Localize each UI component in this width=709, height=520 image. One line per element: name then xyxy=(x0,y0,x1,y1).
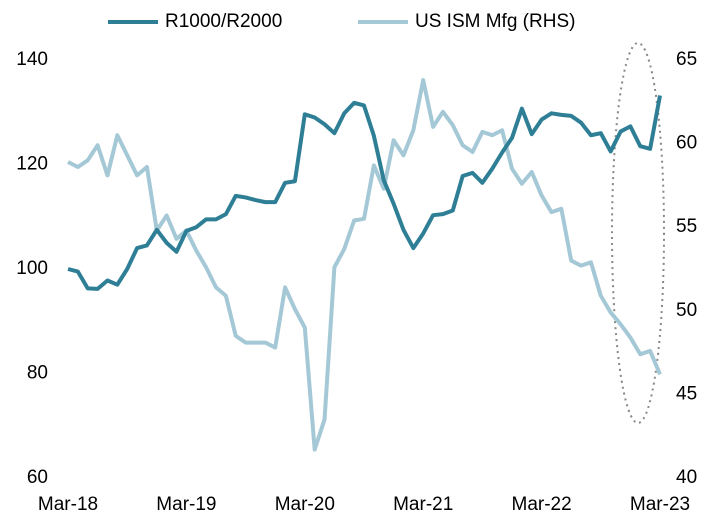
highlight-ellipse xyxy=(611,42,665,424)
y-tick-label: 140 xyxy=(16,49,48,70)
y2-tick-label: 55 xyxy=(676,216,697,237)
y2-tick-label: 50 xyxy=(676,300,697,321)
legend-label: R1000/R2000 xyxy=(165,11,282,32)
y2-tick-label: 60 xyxy=(676,133,697,154)
x-tick-label: Mar-20 xyxy=(275,494,335,515)
y-tick-label: 60 xyxy=(27,467,48,488)
x-tick-label: Mar-21 xyxy=(393,494,453,515)
legend-label: US ISM Mfg (RHS) xyxy=(415,11,575,32)
series-line xyxy=(67,78,662,452)
series-line xyxy=(67,95,662,291)
y2-tick-label: 40 xyxy=(676,467,697,488)
y-tick-label: 100 xyxy=(16,258,48,279)
x-tick-label: Mar-23 xyxy=(630,494,690,515)
y-tick-label: 120 xyxy=(16,154,48,175)
y-tick-label: 80 xyxy=(27,363,48,384)
y2-tick-label: 65 xyxy=(676,49,697,70)
x-tick-label: Mar-19 xyxy=(156,494,216,515)
x-tick-label: Mar-18 xyxy=(38,494,98,515)
x-tick-label: Mar-22 xyxy=(512,494,572,515)
y2-tick-label: 45 xyxy=(676,383,697,404)
